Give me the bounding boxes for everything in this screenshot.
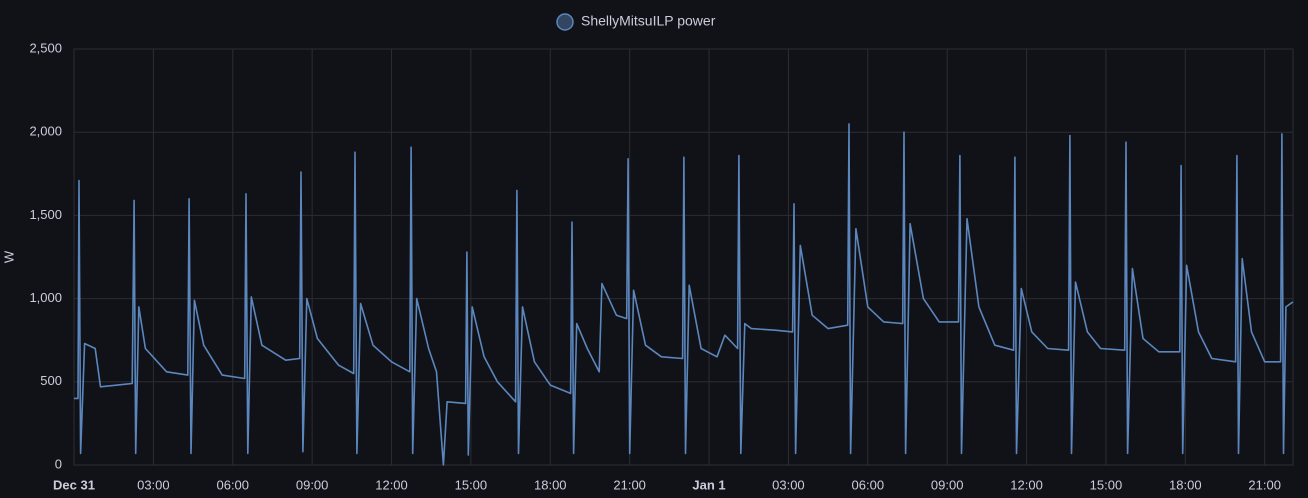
- x-tick-label: 15:00: [455, 477, 488, 492]
- y-tick-label: 0: [55, 456, 62, 471]
- legend-label[interactable]: ShellyMitsuILP power: [581, 13, 716, 29]
- x-tick-label: 03:00: [137, 477, 170, 492]
- x-tick-label: 09:00: [296, 477, 329, 492]
- x-tick-label: 09:00: [931, 477, 964, 492]
- line-series: [74, 123, 1294, 466]
- x-tick-label: 06:00: [216, 477, 249, 492]
- x-tick-label: 18:00: [534, 477, 567, 492]
- x-tick-label: 06:00: [852, 477, 885, 492]
- x-tick-label: 18:00: [1169, 477, 1202, 492]
- x-tick-label: 03:00: [772, 477, 805, 492]
- y-tick-label: 1,000: [29, 290, 62, 305]
- legend-marker: [556, 13, 574, 31]
- x-tick-label: 21:00: [613, 477, 646, 492]
- y-axis-label: W: [1, 250, 16, 263]
- y-tick-label: 2,000: [29, 124, 62, 139]
- y-tick-label: 1,500: [29, 207, 62, 222]
- x-tick-label: 15:00: [1090, 477, 1123, 492]
- x-tick-label: 12:00: [1010, 477, 1043, 492]
- x-tick-label: 21:00: [1248, 477, 1281, 492]
- x-tick-label: 12:00: [375, 477, 408, 492]
- y-tick-label: 500: [40, 373, 62, 388]
- x-tick-label: Dec 31: [53, 477, 95, 492]
- y-tick-label: 2,500: [29, 40, 62, 55]
- x-tick-label: Jan 1: [692, 477, 725, 492]
